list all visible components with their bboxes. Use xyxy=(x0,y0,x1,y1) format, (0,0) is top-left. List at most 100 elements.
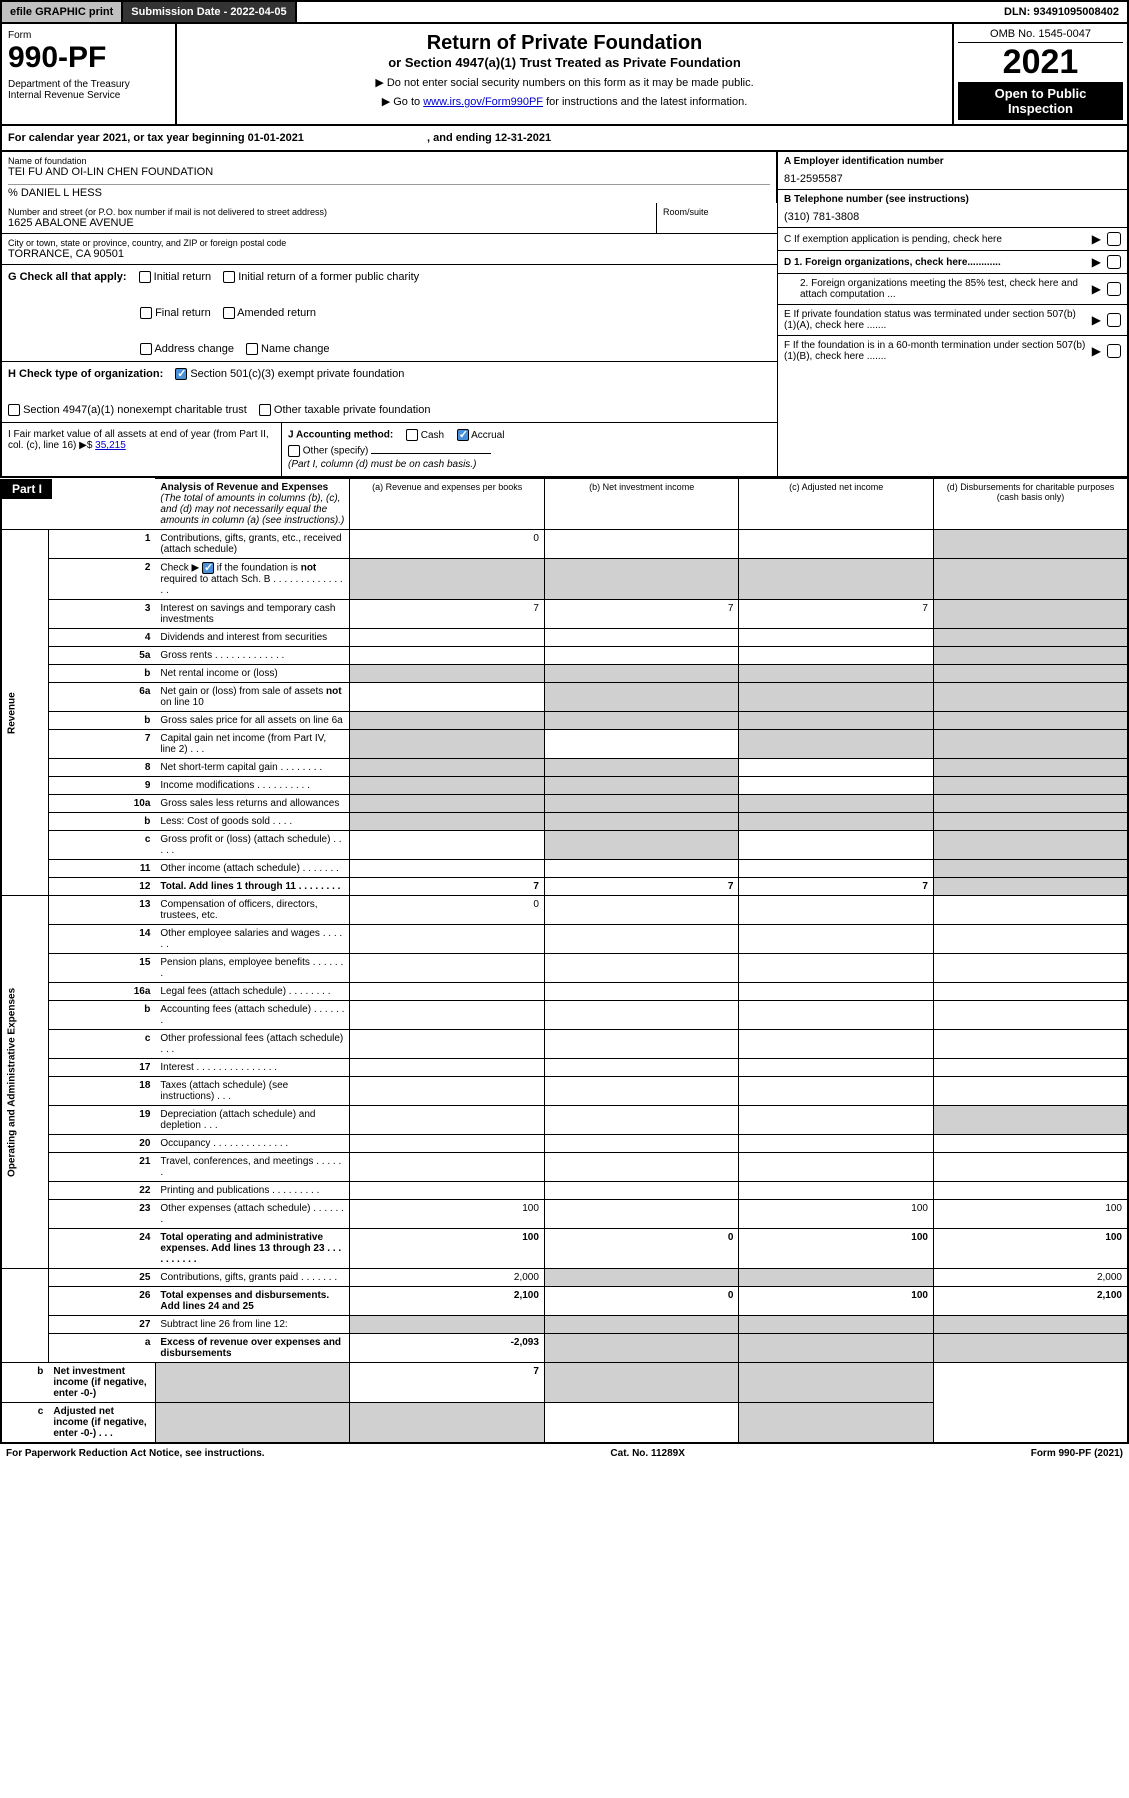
d2-label: 2. Foreign organizations meeting the 85%… xyxy=(784,278,1086,300)
chk-other-tax[interactable] xyxy=(259,404,271,416)
line-label: Excess of revenue over expenses and disb… xyxy=(155,1334,350,1363)
cell-d xyxy=(933,1001,1128,1030)
instruction-2: ▶ Go to www.irs.gov/Form990PF for instru… xyxy=(185,95,944,108)
line-label: Gross sales less returns and allowances xyxy=(155,795,350,813)
cell-b xyxy=(544,777,739,795)
cell-c xyxy=(739,759,934,777)
cal-begin: 01-01-2021 xyxy=(248,132,304,144)
chk-cash[interactable] xyxy=(406,429,418,441)
cell-b xyxy=(544,530,739,559)
cell-c xyxy=(739,983,934,1001)
phone-label: B Telephone number (see instructions) xyxy=(784,194,969,205)
cell-c xyxy=(739,1001,934,1030)
line-label: Dividends and interest from securities xyxy=(155,629,350,647)
cell-a xyxy=(350,1059,545,1077)
cell-c xyxy=(739,813,934,831)
opt-accrual: Accrual xyxy=(471,430,504,441)
cell-a xyxy=(350,1030,545,1059)
i-cell: I Fair market value of all assets at end… xyxy=(2,423,282,476)
cell-d xyxy=(933,1106,1128,1135)
chk-f[interactable] xyxy=(1107,344,1121,358)
chk-accrual[interactable] xyxy=(457,429,469,441)
cell-d xyxy=(933,530,1128,559)
cell-a xyxy=(350,759,545,777)
table-row: 20Occupancy . . . . . . . . . . . . . . xyxy=(1,1135,1128,1153)
chk-e[interactable] xyxy=(1107,313,1121,327)
j-note: (Part I, column (d) must be on cash basi… xyxy=(288,459,771,470)
line-number: 13 xyxy=(48,896,155,925)
chk-501c3[interactable] xyxy=(175,368,187,380)
cell-b xyxy=(544,1059,739,1077)
cell-b: 7 xyxy=(544,600,739,629)
ein-value: 81-2595587 xyxy=(784,173,1121,185)
line-label: Accounting fees (attach schedule) . . . … xyxy=(155,1001,350,1030)
table-row: 12Total. Add lines 1 through 11 . . . . … xyxy=(1,878,1128,896)
line-number: c xyxy=(48,1030,155,1059)
chk-other-acct[interactable] xyxy=(288,445,300,457)
chk-amended[interactable] xyxy=(223,307,235,319)
line-label: Adjusted net income (if negative, enter … xyxy=(48,1403,155,1444)
line-number: 15 xyxy=(48,954,155,983)
cell-a xyxy=(350,712,545,730)
opt-4947: Section 4947(a)(1) nonexempt charitable … xyxy=(23,404,247,416)
line-label: Gross profit or (loss) (attach schedule)… xyxy=(155,831,350,860)
cell-b: 7 xyxy=(350,1363,545,1403)
cell-a: 100 xyxy=(350,1229,545,1269)
chk-initial-former[interactable] xyxy=(223,271,235,283)
chk-d2[interactable] xyxy=(1107,282,1121,296)
cell-b xyxy=(544,1182,739,1200)
i-value-link[interactable]: 35,215 xyxy=(95,440,126,451)
calendar-year-row: For calendar year 2021, or tax year begi… xyxy=(0,126,1129,152)
table-row: 22Printing and publications . . . . . . … xyxy=(1,1182,1128,1200)
cell-b xyxy=(544,1030,739,1059)
line-label: Legal fees (attach schedule) . . . . . .… xyxy=(155,983,350,1001)
table-row: 5aGross rents . . . . . . . . . . . . . xyxy=(1,647,1128,665)
cell-b xyxy=(544,759,739,777)
cell-d xyxy=(933,600,1128,629)
cell-b xyxy=(544,983,739,1001)
chk-initial-return[interactable] xyxy=(139,271,151,283)
table-row: bAccounting fees (attach schedule) . . .… xyxy=(1,1001,1128,1030)
d2-cell: 2. Foreign organizations meeting the 85%… xyxy=(778,274,1127,305)
e-label: E If private foundation status was termi… xyxy=(784,309,1086,331)
irs-link[interactable]: www.irs.gov/Form990PF xyxy=(423,96,543,108)
chk-d1[interactable] xyxy=(1107,255,1121,269)
part1-header-row: Part I Analysis of Revenue and Expenses … xyxy=(1,479,1128,530)
line-label: Depreciation (attach schedule) and deple… xyxy=(155,1106,350,1135)
cell-d: 2,000 xyxy=(933,1269,1128,1287)
cell-b xyxy=(544,1269,739,1287)
chk-address[interactable] xyxy=(140,343,152,355)
table-row: 14Other employee salaries and wages . . … xyxy=(1,925,1128,954)
cell-d xyxy=(933,1153,1128,1182)
part1-title: Analysis of Revenue and Expenses xyxy=(160,482,328,493)
cell-c xyxy=(739,712,934,730)
cell-a: 7 xyxy=(350,878,545,896)
i-label: I Fair market value of all assets at end… xyxy=(8,429,269,451)
cell-d xyxy=(933,712,1128,730)
line-number: 11 xyxy=(48,860,155,878)
line-number: 14 xyxy=(48,925,155,954)
efile-label[interactable]: efile GRAPHIC print xyxy=(2,2,123,22)
cell-a xyxy=(155,1363,350,1403)
arrow-icon: ▶ xyxy=(1092,344,1101,358)
cell-a: 0 xyxy=(350,530,545,559)
chk-c[interactable] xyxy=(1107,232,1121,246)
chk-4947[interactable] xyxy=(8,404,20,416)
i-j-row: I Fair market value of all assets at end… xyxy=(2,423,777,476)
cell-a xyxy=(350,629,545,647)
cell-a: 7 xyxy=(350,600,545,629)
cal-prefix: For calendar year 2021, or tax year begi… xyxy=(8,132,248,144)
table-row: 23Other expenses (attach schedule) . . .… xyxy=(1,1200,1128,1229)
chk-final[interactable] xyxy=(140,307,152,319)
arrow-icon: ▶ xyxy=(1092,282,1101,296)
line-label: Check ▶ if the foundation is not require… xyxy=(155,559,350,600)
phone-value: (310) 781-3808 xyxy=(784,211,1121,223)
cell-a xyxy=(350,1001,545,1030)
col-b-head: (b) Net investment income xyxy=(544,479,739,530)
city-label: City or town, state or province, country… xyxy=(8,238,771,248)
cell-a xyxy=(350,647,545,665)
dln-label: DLN: 93491095008402 xyxy=(996,2,1127,22)
cell-d xyxy=(933,629,1128,647)
cell-a xyxy=(350,665,545,683)
chk-name[interactable] xyxy=(246,343,258,355)
